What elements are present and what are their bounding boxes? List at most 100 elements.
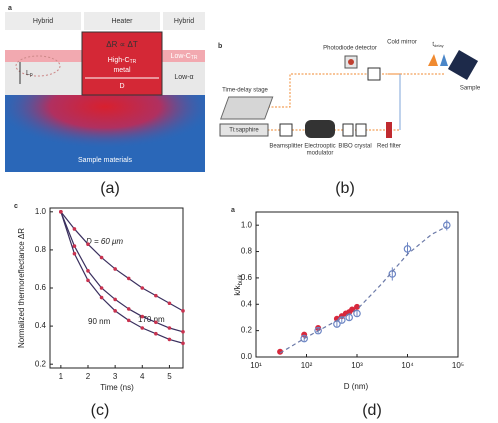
annotation: 90 nm xyxy=(88,317,111,326)
y-tick-label: 0.2 xyxy=(35,359,47,368)
y-axis-label: bulk xyxy=(238,273,244,285)
label: Ti:sapphire xyxy=(229,128,259,134)
caption: (d) xyxy=(362,402,382,419)
label: Beamsplitter xyxy=(269,144,302,150)
label: Heater xyxy=(111,18,133,25)
label: Hybrid xyxy=(174,18,194,25)
label: Cold mirror xyxy=(387,40,417,46)
header-cell xyxy=(5,12,81,30)
label: ΔR ∝ ΔT xyxy=(106,40,138,49)
point xyxy=(86,269,90,273)
beam xyxy=(243,73,445,131)
plot-frame xyxy=(49,207,184,369)
point xyxy=(167,301,172,306)
label: p xyxy=(30,72,33,78)
point xyxy=(99,295,104,300)
y-tick-label: 0.8 xyxy=(35,245,47,254)
point xyxy=(167,337,172,342)
beamsplitter xyxy=(279,123,293,137)
label: Hybrid xyxy=(33,18,53,25)
point xyxy=(99,286,104,290)
series-line xyxy=(60,211,184,333)
label: Low-CTR xyxy=(171,53,198,61)
y-tick-label: 0.6 xyxy=(241,273,253,282)
sample-chip xyxy=(447,49,479,81)
panel-letter: a xyxy=(231,207,235,214)
point xyxy=(113,297,117,302)
point xyxy=(113,267,117,271)
y-tick-label: 1.0 xyxy=(241,220,253,229)
y-tick-label: 1.0 xyxy=(35,207,47,216)
label: Sample xyxy=(460,86,481,92)
label: Red filter xyxy=(377,144,401,150)
point xyxy=(86,278,90,283)
label: Lp xyxy=(26,70,33,78)
point xyxy=(99,255,104,260)
point xyxy=(349,306,356,313)
panel-b: b Photodiode detector Cold mirror tdelay… xyxy=(218,40,481,157)
label: D xyxy=(119,83,124,90)
filter xyxy=(386,122,392,138)
panel-letter: c xyxy=(14,203,18,210)
caption: (a) xyxy=(100,180,120,197)
panel-letter: a xyxy=(8,5,12,12)
point xyxy=(337,316,346,324)
label: t xyxy=(432,42,434,48)
pulse xyxy=(440,54,448,66)
label: tdelay xyxy=(432,42,443,48)
label: delay xyxy=(434,43,444,48)
y-tick-label: 0.4 xyxy=(35,321,47,330)
y-tick-label: 0.6 xyxy=(35,283,47,292)
metal-block xyxy=(81,31,163,96)
annotation: 170 nm xyxy=(138,315,165,324)
heat-spot xyxy=(5,95,205,172)
point xyxy=(140,326,145,330)
point xyxy=(442,221,451,229)
x-tick-label: 10⁵ xyxy=(452,361,464,370)
point xyxy=(72,251,77,256)
label: metal xyxy=(113,67,131,74)
point xyxy=(154,293,158,298)
label: Photodiode detector xyxy=(323,46,377,52)
detector-lens xyxy=(348,59,354,65)
point xyxy=(353,309,361,318)
caption: (c) xyxy=(91,402,110,419)
pulse xyxy=(428,54,438,66)
x-tick-label: 10³ xyxy=(351,361,363,370)
x-tick-label: 1 xyxy=(59,372,64,381)
label: TR xyxy=(191,55,198,61)
point xyxy=(300,334,308,343)
label: TR xyxy=(130,59,137,65)
label: Electrooptic xyxy=(304,144,335,150)
point xyxy=(126,307,131,311)
label: High-CTR xyxy=(108,57,137,65)
x-tick-label: 10⁴ xyxy=(401,361,414,370)
plot-frame xyxy=(255,211,459,358)
point xyxy=(126,276,131,281)
header-cell xyxy=(163,12,205,30)
spread xyxy=(15,55,61,77)
panel-a: a Hybrid Heater Hybrid ΔR ∝ ΔT High-CTR … xyxy=(5,5,205,172)
caption: (b) xyxy=(335,180,355,197)
label: L xyxy=(26,70,30,77)
y-axis-label: Normalized thermoreflectance ΔR xyxy=(17,228,26,348)
crystal xyxy=(355,123,367,137)
label: Low-α xyxy=(174,74,193,81)
label: Low-C xyxy=(171,53,191,60)
x-axis-label: D (nm) xyxy=(344,382,369,391)
optic xyxy=(342,123,354,137)
y-axis-label: k/kbulk xyxy=(233,273,243,295)
label: High-C xyxy=(108,57,130,64)
beamsplitter xyxy=(367,67,381,81)
label: Sample materials xyxy=(78,157,133,164)
y-tick-label: 0.4 xyxy=(241,299,253,308)
y-axis-label: k/k xyxy=(233,284,242,295)
series-line xyxy=(60,211,184,312)
point xyxy=(314,326,322,335)
x-axis-label: Time (ns) xyxy=(100,383,134,392)
series-line xyxy=(60,211,184,344)
label: Time-delay stage xyxy=(222,88,268,94)
point xyxy=(113,309,117,313)
